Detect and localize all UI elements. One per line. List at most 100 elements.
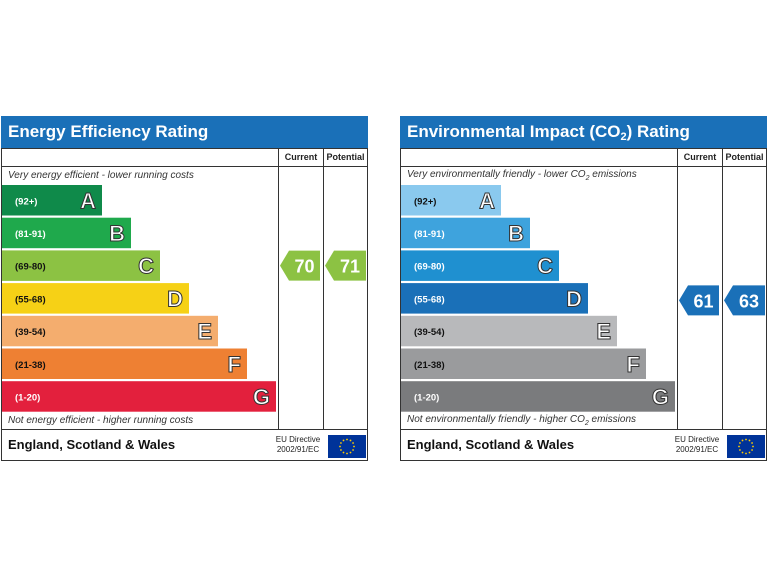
directive-line: 2002/91/EC	[276, 445, 320, 454]
band-letter: E	[596, 319, 611, 344]
band-range-label: (69-80)	[414, 262, 445, 273]
title-end: ) Rating	[626, 122, 690, 141]
current-rating-value: 61	[693, 291, 713, 311]
column-header-current: Current	[683, 152, 717, 162]
band-letter: F	[627, 352, 640, 377]
current-rating-value: 70	[294, 257, 314, 277]
eu-star-icon	[342, 439, 345, 442]
note-sub: 2	[584, 420, 589, 427]
band-bar-e	[401, 315, 617, 347]
current-rating-arrow	[679, 285, 719, 316]
potential-rating-value: 63	[739, 291, 759, 311]
band-letter: D	[167, 286, 183, 311]
eu-star-icon	[748, 451, 751, 454]
note-sub: 2	[585, 175, 590, 182]
band-bar-f	[2, 348, 247, 379]
eu-star-icon	[339, 445, 341, 448]
rating-bars: (92+) A (81-91) B (69-80) C (55-68) D (39-54) E (2…	[401, 185, 765, 412]
eu-directive: EU Directive 2002/91/EC	[268, 435, 328, 455]
band-letter: F	[228, 352, 241, 377]
eu-star-icon	[745, 452, 747, 455]
column-divider	[278, 149, 279, 429]
band-letter: C	[537, 254, 553, 279]
note-main: Not environmentally friendly - higher CO	[407, 414, 585, 425]
eu-star-icon	[353, 445, 355, 448]
eu-star-icon	[741, 439, 744, 442]
region-label: England, Scotland & Wales	[407, 437, 575, 452]
chart-title: Energy Efficiency Rating	[1, 116, 368, 148]
note-end: emissions	[589, 169, 637, 180]
chart-frame: Current Potential Very energy efficient …	[1, 148, 368, 461]
note-main: Very environmentally friendly - lower CO	[407, 169, 586, 180]
eu-star-icon	[342, 451, 345, 454]
band-bar-a	[401, 185, 501, 216]
band-letter: G	[652, 384, 669, 409]
eu-star-icon	[751, 449, 753, 451]
band-bar-e	[2, 315, 218, 347]
directive-line: EU Directive	[275, 435, 321, 444]
eu-flag-icon	[328, 435, 366, 458]
column-header-potential: Potential	[725, 152, 764, 162]
band-letter: C	[138, 254, 154, 279]
eu-star-icon	[738, 445, 740, 448]
header-divider	[401, 166, 766, 167]
title-sub: 2	[620, 131, 627, 143]
eu-star-icon	[340, 449, 342, 451]
band-letter: A	[80, 188, 96, 213]
eu-star-icon	[741, 451, 744, 454]
band-range-label: (81-91)	[15, 229, 46, 240]
band-bar-a	[2, 185, 102, 216]
rating-bars: (92+) A (81-91) B (69-80) C (55-68) D (39-54) E (2…	[2, 185, 366, 412]
band-range-label: (21-38)	[15, 360, 46, 371]
band-range-label: (81-91)	[414, 229, 445, 240]
band-range-label: (55-68)	[414, 294, 445, 305]
eu-flag-icon	[727, 435, 765, 458]
energy-efficiency-chart: Energy Efficiency Rating Current Potenti…	[1, 116, 368, 461]
band-letter: B	[109, 221, 125, 246]
band-range-label: (1-20)	[15, 392, 40, 403]
footer-divider	[2, 429, 367, 430]
eu-star-icon	[346, 438, 348, 441]
band-range-label: (69-80)	[15, 262, 46, 273]
bottom-note: Not environmentally friendly - higher CO…	[407, 414, 636, 427]
chart-title: Environmental Impact (CO2) Rating	[400, 116, 767, 148]
eu-star-icon	[349, 451, 352, 454]
top-note: Very environmentally friendly - lower CO…	[407, 169, 637, 182]
eu-star-icon	[352, 442, 354, 444]
column-divider	[722, 149, 723, 429]
band-range-label: (1-20)	[414, 392, 439, 403]
band-range-label: (21-38)	[414, 360, 445, 371]
band-letter: G	[253, 384, 270, 409]
band-letter: B	[508, 221, 524, 246]
footer-divider	[401, 429, 766, 430]
note-end: emissions	[588, 414, 637, 425]
potential-rating-arrow	[325, 250, 366, 281]
band-bar-d	[2, 283, 189, 314]
bottom-note: Not energy efficient - higher running co…	[8, 415, 194, 426]
title-main: Environmental Impact (CO	[407, 122, 621, 141]
eu-star-icon	[352, 449, 354, 451]
band-bar-f	[401, 348, 646, 379]
band-bar-b	[401, 217, 530, 249]
band-bar-c	[401, 250, 559, 281]
top-note: Very energy efficient - lower running co…	[8, 170, 194, 181]
band-letter: E	[197, 319, 212, 344]
eu-star-icon	[346, 452, 348, 455]
eu-star-icon	[349, 439, 352, 442]
band-range-label: (92+)	[414, 196, 436, 207]
eu-star-icon	[748, 439, 751, 442]
eu-directive: EU Directive 2002/91/EC	[667, 435, 727, 455]
column-header-potential: Potential	[326, 152, 365, 162]
band-bar-g	[2, 381, 276, 412]
eu-star-icon	[745, 438, 747, 441]
band-bar-g	[401, 381, 675, 412]
eu-star-icon	[739, 442, 741, 444]
eu-star-icon	[739, 449, 741, 451]
band-range-label: (39-54)	[15, 327, 46, 338]
band-range-label: (92+)	[15, 196, 37, 207]
column-header-current: Current	[284, 152, 318, 162]
header-divider	[2, 166, 367, 167]
band-range-label: (39-54)	[414, 327, 445, 338]
environmental-impact-chart: Environmental Impact (CO2) Rating Curren…	[400, 116, 767, 461]
band-letter: A	[479, 188, 495, 213]
